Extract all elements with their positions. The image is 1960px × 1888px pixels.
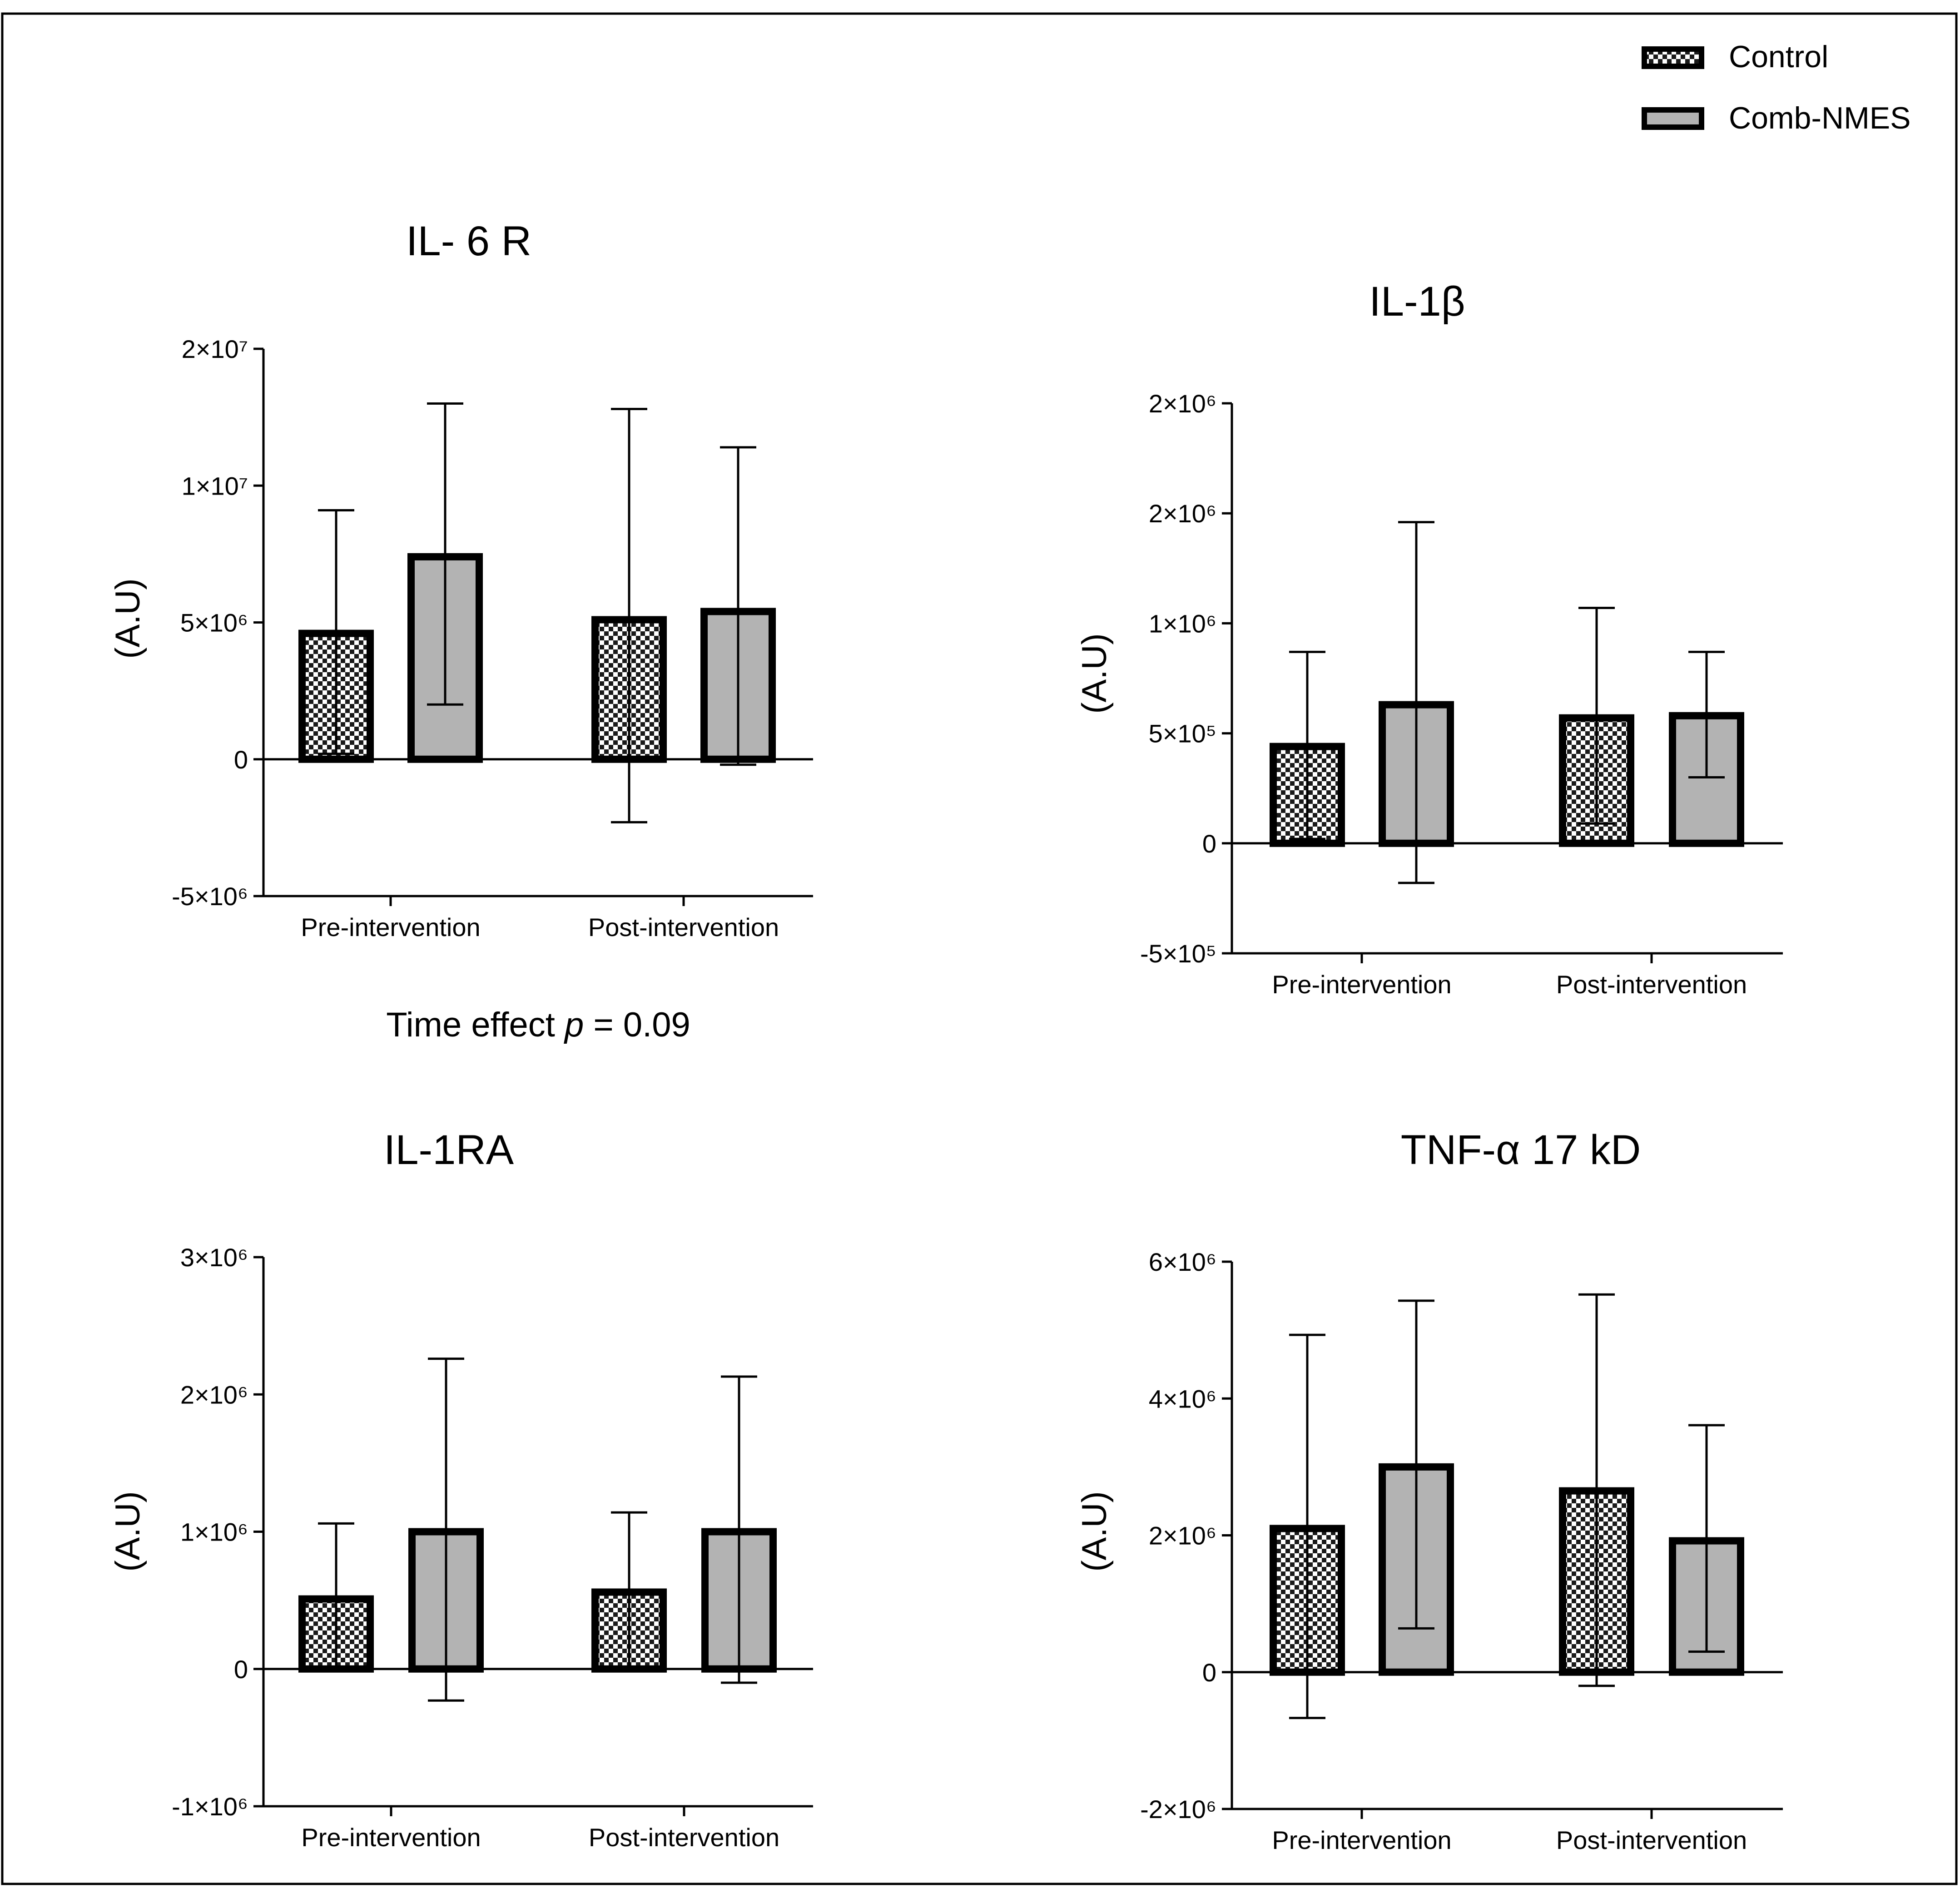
y-tick-label: -2×10⁶ xyxy=(1140,1795,1216,1824)
y-axis-label: (A.U) xyxy=(109,578,147,659)
bars xyxy=(263,402,813,823)
y-tick-label: 5×10⁵ xyxy=(1149,719,1216,748)
x-tick-label: Pre-intervention xyxy=(1272,1826,1451,1854)
time-effect-annotation: Time effect p = 0.09 xyxy=(386,1006,690,1044)
y-tick-label: 1×10⁶ xyxy=(180,1518,248,1546)
y-tick-label: 1×10⁷ xyxy=(182,471,248,500)
y-tick-label: 0 xyxy=(1202,1658,1216,1687)
chart-tnfa: TNF-α 17 kD (A.U) 6×10⁶ 4×10⁶ 2×10⁶ 0 -2×10⁶… xyxy=(1075,1127,1783,1854)
y-tick-label: 0 xyxy=(234,745,248,774)
figure-border xyxy=(1,12,1958,1885)
x-tick-label: Pre-intervention xyxy=(1272,970,1451,999)
chart-il1b: IL-1β (A.U) 2×10⁶ 2×10⁶ 1×10⁶ 5×10⁵ 0 -5×10⁵ P… xyxy=(1075,278,1783,999)
chart-title: IL- 6 R xyxy=(406,218,531,264)
y-tick-label: 2×10⁶ xyxy=(1149,1521,1216,1550)
y-tick-label: -5×10⁵ xyxy=(1140,939,1216,968)
legend-label-control: Control xyxy=(1729,40,1828,74)
chart-il6r: IL- 6 R (A.U) 2×10⁷ 1×10⁷ 5×10⁶ 0 -5×10⁶ Pre-… xyxy=(109,218,813,1044)
axes: 2×10⁶ 2×10⁶ 1×10⁶ 5×10⁵ 0 -5×10⁵ Pre-intervent… xyxy=(1140,389,1783,999)
legend-label-comb-nmes: Comb-NMES xyxy=(1729,101,1911,135)
y-tick-label: 3×10⁶ xyxy=(180,1243,248,1272)
y-axis-label: (A.U) xyxy=(1075,1491,1114,1571)
axes: 6×10⁶ 4×10⁶ 2×10⁶ 0 -2×10⁶ Pre-intervention Po… xyxy=(1140,1248,1783,1854)
bars xyxy=(263,1358,813,1702)
y-tick-label: -5×10⁶ xyxy=(172,882,248,911)
x-tick-label: Post-intervention xyxy=(589,1823,779,1852)
axes: 3×10⁶ 2×10⁶ 1×10⁶ 0 -1×10⁶ Pre-intervention Po… xyxy=(172,1243,813,1852)
y-axis-label: (A.U) xyxy=(109,1491,147,1571)
legend-swatch-comb-nmes xyxy=(1642,107,1704,130)
y-axis-label: (A.U) xyxy=(1075,633,1114,714)
chart-il1ra: IL-1RA (A.U) 3×10⁶ 2×10⁶ 1×10⁶ 0 -1×10⁶ Pre-i… xyxy=(109,1127,813,1852)
y-tick-label: -1×10⁶ xyxy=(172,1792,248,1821)
y-tick-label: 2×10⁶ xyxy=(1149,499,1216,528)
legend-swatch-control xyxy=(1642,46,1704,69)
x-tick-label: Post-intervention xyxy=(1556,1826,1747,1854)
chart-title: IL-1β xyxy=(1369,278,1465,325)
chart-title: IL-1RA xyxy=(384,1127,514,1173)
y-tick-label: 0 xyxy=(234,1655,248,1684)
x-tick-label: Post-intervention xyxy=(1556,970,1747,999)
bars xyxy=(1232,1293,1783,1720)
y-tick-label: 2×10⁶ xyxy=(1149,389,1216,418)
y-tick-label: 5×10⁶ xyxy=(180,609,248,637)
axes: 2×10⁷ 1×10⁷ 5×10⁶ 0 -5×10⁶ Pre-intervention Po… xyxy=(172,335,813,942)
y-tick-label: 1×10⁶ xyxy=(1149,609,1216,638)
y-tick-label: 2×10⁷ xyxy=(182,335,248,363)
chart-title: TNF-α 17 kD xyxy=(1401,1127,1641,1173)
x-tick-label: Post-intervention xyxy=(588,913,779,942)
bars xyxy=(1232,521,1783,884)
y-tick-label: 6×10⁶ xyxy=(1149,1248,1216,1276)
x-tick-label: Pre-intervention xyxy=(301,1823,481,1852)
legend: Control Comb-NMES xyxy=(1642,40,1911,135)
y-tick-label: 2×10⁶ xyxy=(180,1380,248,1409)
y-tick-label: 0 xyxy=(1202,829,1216,858)
y-tick-label: 4×10⁶ xyxy=(1149,1384,1216,1413)
x-tick-label: Pre-intervention xyxy=(301,913,480,942)
